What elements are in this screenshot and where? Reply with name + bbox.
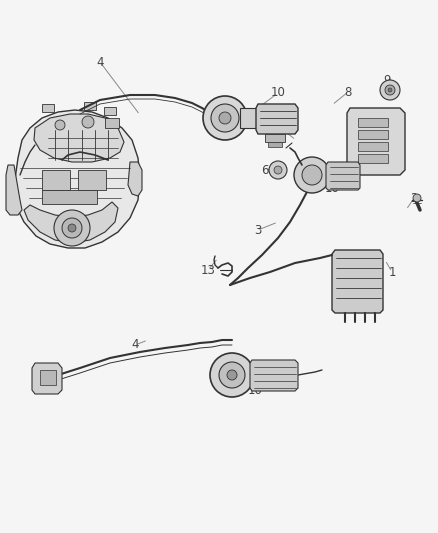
Text: 10: 10 bbox=[325, 182, 339, 195]
Bar bbox=[105, 118, 119, 128]
Bar bbox=[42, 190, 97, 204]
Circle shape bbox=[294, 157, 330, 193]
Circle shape bbox=[385, 85, 395, 95]
Circle shape bbox=[388, 88, 392, 92]
Circle shape bbox=[68, 224, 76, 232]
Circle shape bbox=[55, 120, 65, 130]
Circle shape bbox=[219, 362, 245, 388]
Circle shape bbox=[274, 166, 282, 174]
Text: 8: 8 bbox=[286, 364, 294, 376]
Bar bbox=[78, 170, 106, 190]
Polygon shape bbox=[32, 363, 62, 394]
Bar bbox=[84, 102, 96, 110]
Bar bbox=[358, 154, 388, 163]
Polygon shape bbox=[326, 162, 360, 190]
Circle shape bbox=[210, 353, 254, 397]
Text: 1: 1 bbox=[388, 265, 396, 279]
Bar bbox=[268, 142, 282, 147]
Bar bbox=[265, 134, 285, 142]
Bar bbox=[104, 107, 116, 115]
Text: 4: 4 bbox=[96, 55, 104, 69]
Polygon shape bbox=[6, 165, 22, 215]
Text: 8: 8 bbox=[344, 85, 352, 99]
Circle shape bbox=[219, 112, 231, 124]
Circle shape bbox=[203, 96, 247, 140]
Bar bbox=[358, 130, 388, 139]
Polygon shape bbox=[332, 250, 383, 313]
Polygon shape bbox=[128, 162, 142, 196]
Polygon shape bbox=[347, 108, 405, 175]
Polygon shape bbox=[256, 104, 298, 134]
Text: 14: 14 bbox=[385, 118, 399, 132]
Circle shape bbox=[54, 210, 90, 246]
Polygon shape bbox=[24, 202, 118, 243]
Text: 6: 6 bbox=[261, 164, 269, 176]
Circle shape bbox=[413, 194, 421, 202]
Polygon shape bbox=[34, 114, 124, 162]
Bar bbox=[40, 370, 56, 385]
Circle shape bbox=[62, 218, 82, 238]
Text: 11: 11 bbox=[276, 124, 290, 136]
Bar bbox=[42, 170, 70, 190]
Text: 4: 4 bbox=[131, 338, 139, 351]
Text: 3: 3 bbox=[254, 223, 261, 237]
Polygon shape bbox=[14, 110, 140, 248]
Circle shape bbox=[82, 116, 94, 128]
Text: 13: 13 bbox=[201, 263, 215, 277]
Bar bbox=[42, 104, 54, 112]
Circle shape bbox=[269, 161, 287, 179]
Text: 2: 2 bbox=[410, 191, 418, 205]
Bar bbox=[358, 142, 388, 151]
Text: 10: 10 bbox=[271, 86, 286, 100]
Circle shape bbox=[302, 165, 322, 185]
Text: 9: 9 bbox=[383, 74, 391, 86]
Polygon shape bbox=[250, 360, 298, 391]
Bar bbox=[358, 118, 388, 127]
Circle shape bbox=[380, 80, 400, 100]
Circle shape bbox=[211, 104, 239, 132]
Text: 10: 10 bbox=[247, 384, 262, 397]
Bar bbox=[240, 108, 258, 128]
Circle shape bbox=[227, 370, 237, 380]
